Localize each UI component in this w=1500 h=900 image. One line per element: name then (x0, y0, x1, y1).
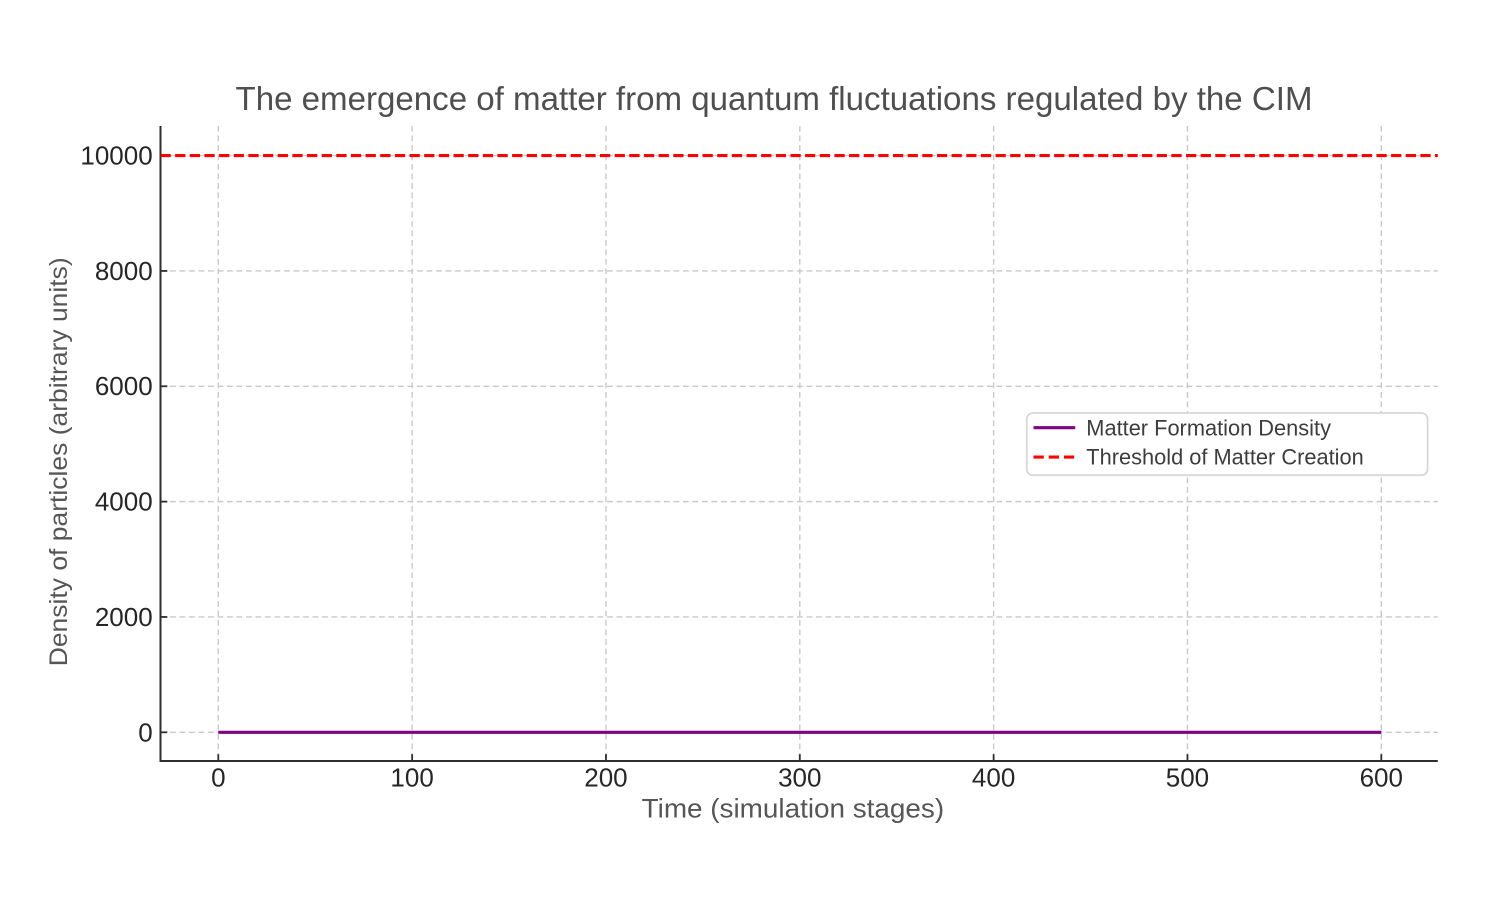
svg-text:0: 0 (211, 762, 225, 792)
svg-text:400: 400 (972, 762, 1015, 792)
svg-text:Density of particles (arbitrar: Density of particles (arbitrary units) (45, 257, 73, 666)
svg-text:The emergence of matter from q: The emergence of matter from quantum flu… (236, 80, 1313, 117)
svg-text:6000: 6000 (95, 371, 153, 401)
svg-text:200: 200 (584, 762, 627, 792)
svg-text:0: 0 (138, 717, 152, 747)
svg-text:8000: 8000 (95, 256, 153, 286)
svg-text:10000: 10000 (80, 141, 152, 171)
svg-text:4000: 4000 (95, 487, 153, 517)
svg-text:600: 600 (1360, 762, 1403, 792)
svg-text:Threshold of Matter Creation: Threshold of Matter Creation (1086, 445, 1363, 470)
svg-text:Matter Formation Density: Matter Formation Density (1086, 416, 1331, 441)
svg-text:2000: 2000 (95, 602, 153, 632)
svg-text:500: 500 (1166, 762, 1209, 792)
svg-text:300: 300 (778, 762, 821, 792)
svg-text:100: 100 (390, 762, 433, 792)
svg-text:Time (simulation stages): Time (simulation stages) (642, 794, 945, 824)
